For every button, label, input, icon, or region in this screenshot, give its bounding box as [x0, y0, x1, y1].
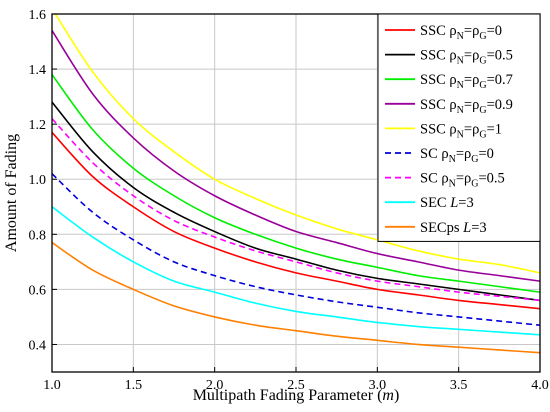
y-tick-label: 0.8	[29, 228, 47, 243]
series-lines	[52, 14, 540, 354]
y-tick-label: 1.6	[29, 8, 47, 23]
x-axis-title: Multipath Fading Parameter (m)	[193, 387, 400, 404]
y-tick-label: 1.2	[29, 118, 47, 133]
series-line-7	[52, 118, 540, 302]
legend-label-1: SSC ρN=ρG=0	[420, 23, 502, 42]
x-tick-label: 2.5	[287, 378, 305, 393]
y-tick-label: 1.4	[29, 63, 47, 78]
series-line-9	[52, 241, 540, 354]
legend-label-2: SSC ρN=ρG=0.5	[420, 48, 513, 67]
legend-label-4: SSC ρN=ρG=0.9	[420, 97, 513, 116]
x-tick-label: 3.5	[450, 378, 468, 393]
series-line-1	[52, 131, 540, 310]
series-line-6	[52, 173, 540, 326]
x-tick-label: 1.5	[125, 378, 143, 393]
legend-label-3: SSC ρN=ρG=0.7	[420, 72, 513, 91]
x-tick-label: 2.0	[206, 378, 224, 393]
y-tick-label: 1.0	[29, 173, 47, 188]
x-tick-label: 4.0	[531, 378, 549, 393]
y-tick-label: 0.4	[29, 338, 47, 353]
x-tick-label: 1.0	[43, 378, 61, 393]
series-line-8	[52, 206, 540, 336]
legend-label-7: SC ρN=ρG=0.5	[420, 171, 505, 190]
legend: SSC ρN=ρG=0 SSC ρN=ρG=0.5 SSC ρN=ρG=0.7 SSC…	[377, 13, 541, 242]
legend-label-8: SEC L=3	[420, 195, 474, 211]
legend-label-5: SSC ρN=ρG=1	[420, 121, 502, 140]
legend-label-6: SC ρN=ρG=0	[420, 146, 494, 165]
y-tick-label: 0.6	[29, 283, 47, 298]
axis-ticks: 1.0 1.5 2.0 2.5 3.0 3.5 4.0 0.4 0.6 0.8 1.0 1.2 1.4 1…	[29, 8, 549, 393]
y-axis-title: Amount of Fading	[3, 134, 20, 252]
series-line-4	[52, 30, 540, 282]
series-line-3	[52, 74, 540, 293]
series-line-2	[52, 101, 540, 302]
series-line-5	[54, 14, 540, 274]
x-tick-label: 3.0	[369, 378, 387, 393]
legend-label-9: SECps L=3	[420, 220, 487, 236]
